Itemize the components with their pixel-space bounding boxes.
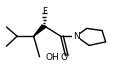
Text: OH: OH	[45, 53, 59, 62]
Polygon shape	[34, 25, 46, 36]
Text: N: N	[73, 32, 80, 41]
Text: O: O	[61, 53, 68, 62]
Text: F: F	[42, 7, 47, 15]
